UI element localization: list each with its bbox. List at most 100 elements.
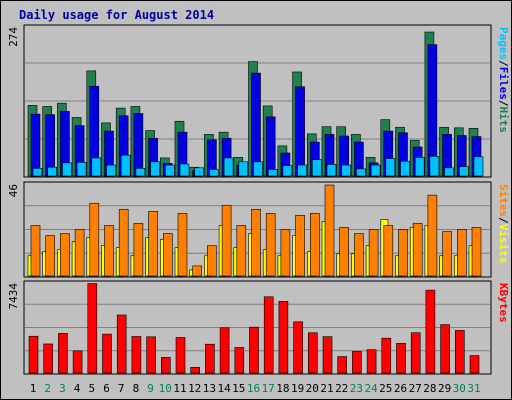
y-max-label: 7434 (7, 283, 20, 310)
bar-sites-day-undefined (89, 202, 100, 277)
bar-sites-day-undefined (383, 225, 394, 277)
bar-pages-day-24 (370, 164, 381, 177)
panel-1: 274 Pages/Files/Hits (7, 24, 510, 178)
legend-item: / (497, 60, 510, 67)
bar-pages-day-19 (297, 164, 307, 177)
x-tick-label: 9 (147, 382, 154, 395)
bar-pages-day-2 (47, 166, 58, 177)
bar-kbytes-day-undefined (440, 324, 450, 374)
bar-sites-day-undefined (30, 225, 41, 277)
x-tick-label: 30 (453, 382, 466, 395)
bar-sites-day-undefined (133, 223, 144, 277)
legend-label: KBytes (497, 283, 510, 323)
x-tick-label: 6 (103, 382, 110, 395)
x-axis: 1 2 3 4 5 6 7 8 9 10 11 12 13 14 15 16 17 18 19 20 21 22 23 24 2… (30, 382, 481, 395)
x-tick-label: 26 (394, 382, 407, 395)
bar-sites-day-undefined (427, 194, 438, 277)
x-tick-label: 8 (133, 382, 140, 395)
bar-sites-day-undefined (339, 227, 350, 277)
bar-kbytes-day-undefined (234, 347, 245, 374)
bar-sites-day-undefined (368, 229, 379, 277)
bar-pages-day-14 (223, 157, 234, 177)
bar-pages-day-6 (106, 164, 116, 177)
bar-sites-day-undefined (354, 233, 364, 277)
bar-pages-day-26 (400, 160, 410, 177)
bar-sites-day-undefined (265, 213, 276, 277)
bar-sites-day-undefined (60, 233, 70, 277)
bar-kbytes-day-undefined (293, 321, 303, 374)
bar-sites-day-undefined (280, 229, 291, 277)
bar-kbytes-day-undefined (87, 283, 98, 374)
bar-files-day-19 (295, 86, 305, 177)
bar-kbytes-day-undefined (205, 343, 215, 374)
bar-kbytes-day-undefined (263, 296, 274, 374)
panel-2: 46 Sites/Visits (7, 181, 510, 278)
bar-kbytes-day-undefined (454, 330, 465, 374)
legend-item: Sites (497, 184, 510, 217)
bar-pages-day-10 (165, 164, 175, 177)
x-tick-label: 17 (262, 382, 275, 395)
bar-sites-day-undefined (163, 233, 173, 277)
bar-kbytes-day-undefined (352, 351, 362, 374)
bar-pages-day-3 (62, 162, 72, 177)
legend-item: KBytes (497, 283, 510, 323)
bar-sites-day-undefined (118, 208, 129, 277)
bar-pages-day-17 (267, 169, 278, 177)
bar-files-day-17 (265, 116, 276, 177)
bar-sites-day-undefined (104, 225, 114, 277)
legend-item: / (497, 100, 510, 107)
y-max-label: 274 (7, 27, 20, 47)
bar-pages-day-9 (150, 161, 160, 177)
x-tick-label: 27 (409, 382, 422, 395)
x-tick-label: 1 (30, 382, 37, 395)
x-tick-label: 3 (59, 382, 66, 395)
x-tick-label: 18 (276, 382, 289, 395)
x-tick-label: 21 (320, 382, 333, 395)
bar-pages-day-7 (120, 154, 131, 177)
legend-item: Visits (497, 224, 510, 264)
bar-kbytes-day-undefined (72, 350, 83, 374)
bar-sites-day-undefined (148, 211, 158, 277)
bar-sites-day-undefined (177, 213, 188, 277)
bar-pages-day-5 (91, 157, 102, 177)
bar-kbytes-day-undefined (190, 367, 200, 374)
bar-kbytes-day-undefined (58, 333, 68, 374)
bar-sites-day-undefined (45, 235, 56, 277)
x-tick-label: 19 (291, 382, 304, 395)
bar-sites-day-undefined (442, 231, 452, 277)
legend-label: Sites/Visits (497, 184, 510, 264)
bar-kbytes-day-undefined (425, 289, 436, 374)
x-tick-label: 5 (88, 382, 95, 395)
bar-pages-day-30 (458, 166, 469, 177)
bar-pages-day-16 (253, 161, 263, 177)
bar-pages-day-29 (444, 167, 454, 177)
bar-kbytes-day-undefined (249, 326, 259, 374)
bar-kbytes-day-undefined (322, 336, 333, 374)
bar-kbytes-day-undefined (146, 336, 156, 374)
x-tick-label: 2 (44, 382, 51, 395)
bar-pages-day-22 (341, 164, 352, 177)
bar-pages-day-28 (429, 155, 440, 177)
bar-pages-day-12 (194, 167, 204, 177)
bar-kbytes-day-undefined (469, 355, 480, 374)
x-tick-label: 4 (74, 382, 81, 395)
bar-files-day-16 (251, 72, 261, 177)
bar-sites-day-undefined (192, 265, 202, 277)
x-tick-label: 28 (423, 382, 436, 395)
bar-pages-day-27 (414, 157, 425, 177)
x-tick-label: 23 (350, 382, 363, 395)
x-tick-label: 11 (173, 382, 186, 395)
panel-3: 7434 KBytes (7, 280, 510, 375)
bar-pages-day-21 (326, 164, 337, 177)
bar-files-day-1 (30, 113, 41, 177)
bar-files-day-8 (133, 113, 144, 177)
bar-kbytes-day-undefined (161, 357, 171, 374)
bar-kbytes-day-undefined (381, 337, 392, 374)
bar-pages-day-20 (311, 159, 322, 177)
bar-sites-day-undefined (324, 184, 335, 277)
bar-pages-day-4 (76, 162, 87, 177)
y-max-label: 46 (7, 184, 20, 197)
bar-sites-day-undefined (412, 223, 423, 277)
